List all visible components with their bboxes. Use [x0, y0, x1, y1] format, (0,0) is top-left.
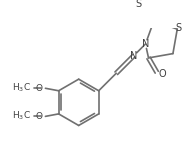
Text: O: O — [159, 69, 166, 79]
Text: S: S — [175, 23, 181, 33]
Text: O: O — [35, 84, 42, 93]
Text: H$_3$C: H$_3$C — [12, 109, 31, 122]
Text: N: N — [142, 39, 149, 49]
Text: O: O — [35, 112, 42, 121]
Text: N: N — [130, 51, 137, 61]
Text: H$_3$C: H$_3$C — [12, 81, 31, 94]
Text: S: S — [135, 0, 142, 9]
